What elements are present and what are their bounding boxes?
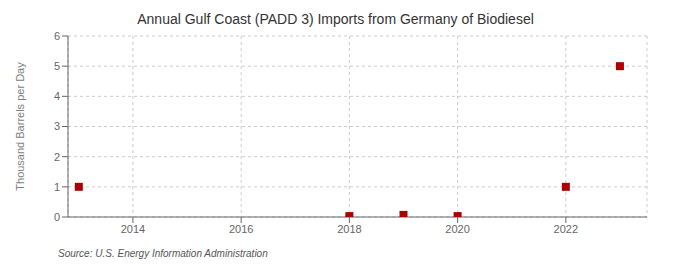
svg-text:2018: 2018: [337, 223, 361, 235]
svg-text:1: 1: [54, 181, 60, 193]
svg-text:2022: 2022: [554, 223, 578, 235]
html-text:Source: U.S. Energy Informatio: Source: U.S. Energy Information Administ…: [58, 248, 268, 259]
svg-text:0: 0: [54, 211, 60, 223]
svg-text:2014: 2014: [121, 223, 145, 235]
svg-text:2: 2: [54, 151, 60, 163]
svg-text:Thousand Barrels per Day: Thousand Barrels per Day: [14, 62, 26, 191]
svg-text:4: 4: [54, 90, 60, 102]
html-text:Annual Gulf Coast (PADD 3) Imp: Annual Gulf Coast (PADD 3) Imports from …: [137, 11, 534, 27]
svg-text:3: 3: [54, 120, 60, 132]
svg-text:6: 6: [54, 30, 60, 42]
svg-text:2016: 2016: [229, 223, 253, 235]
svg-text:5: 5: [54, 60, 60, 72]
svg-text:2020: 2020: [445, 223, 469, 235]
